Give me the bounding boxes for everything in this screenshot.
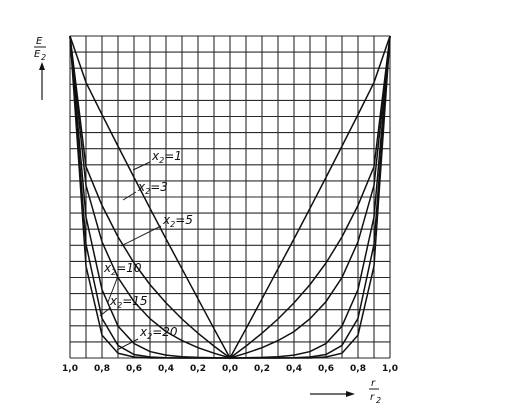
series-label-leader	[120, 225, 162, 247]
y-axis-label-subscript: 2	[41, 53, 46, 62]
x-tick-label: 0,2	[190, 364, 206, 374]
series-label-4: x2=15	[109, 294, 148, 310]
y-axis-label: E E 2	[34, 36, 46, 100]
series-label-3: x2=10	[103, 261, 142, 277]
series-label-leader	[99, 307, 111, 317]
curves	[69, 35, 391, 360]
x-axis-label-denominator: r	[370, 392, 375, 403]
x-axis-label-subscript: 2	[376, 396, 381, 405]
x-tick-label: 0,8	[350, 364, 366, 374]
x-tick-label: 0,0	[222, 364, 238, 374]
series-label-2: x2=5	[162, 213, 193, 229]
x-tick-label: 1,0	[382, 364, 398, 374]
series-label-leader	[132, 161, 151, 171]
y-axis-arrow-head	[39, 62, 45, 70]
grid	[69, 35, 391, 359]
x-tick-label: 0,4	[286, 364, 302, 374]
x-tick-labels: 1,0 0,8 0,6 0,4 0,2 0,0 0,2 0,4 0,6 0,8 1,0	[62, 364, 398, 374]
series-labels: x2=1 x2=3 x2=5 x2=10 x2=15 x2=20	[99, 149, 193, 351]
series-label-leader	[107, 275, 119, 303]
series-line-x2-20	[69, 35, 391, 359]
series-label-leader	[116, 338, 139, 351]
y-axis-label-denominator: E	[34, 49, 41, 60]
x-axis-label: r r 2	[310, 378, 381, 405]
series-label-0: x2=1	[151, 149, 182, 165]
x-tick-label: 0,8	[94, 364, 110, 374]
x-tick-label: 0,2	[254, 364, 270, 374]
series-label-5: x2=20	[139, 325, 178, 341]
y-axis-label-numerator: E	[36, 36, 43, 47]
series-label-1: x2=3	[137, 180, 168, 196]
x-tick-label: 0,6	[126, 364, 142, 374]
x-tick-label: 0,6	[318, 364, 334, 374]
x-axis-label-numerator: r	[371, 378, 376, 389]
x-axis-arrow-head	[346, 391, 355, 397]
series-label-leader	[122, 191, 137, 201]
x-tick-label: 1,0	[62, 364, 78, 374]
x-tick-label: 0,4	[158, 364, 174, 374]
